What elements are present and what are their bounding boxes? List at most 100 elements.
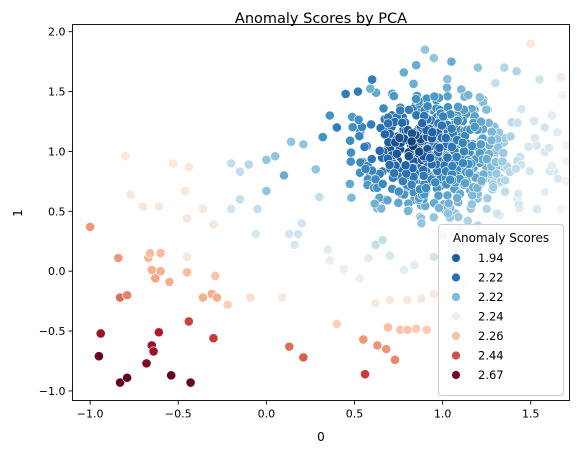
- scatter-point: [346, 147, 356, 158]
- data-points: [85, 38, 571, 388]
- scatter-point: [298, 139, 309, 150]
- scatter-point: [113, 253, 124, 263]
- scatter-point: [430, 177, 441, 188]
- legend-label: 1.94: [478, 251, 504, 265]
- scatter-point: [460, 178, 470, 189]
- y-tick-label: 1.0: [48, 145, 66, 158]
- scatter-point: [442, 190, 453, 201]
- scatter-point: [434, 203, 444, 213]
- scatter-point: [500, 186, 511, 197]
- scatter-point: [442, 152, 453, 163]
- scatter-point: [155, 266, 166, 277]
- scatter-point: [440, 133, 451, 143]
- scatter-point: [377, 235, 388, 245]
- scatter-point: [452, 193, 463, 203]
- scatter-point: [561, 140, 571, 151]
- scatter-point: [555, 204, 566, 214]
- scatter-point: [555, 72, 566, 83]
- scatter-point: [372, 340, 383, 351]
- scatter-point: [208, 219, 219, 230]
- scatter-point: [406, 136, 417, 147]
- scatter-point: [499, 62, 510, 73]
- scatter-point: [393, 197, 404, 208]
- scatter-point: [284, 341, 295, 352]
- y-tick-label: 0.0: [48, 265, 66, 278]
- scatter-point: [539, 187, 550, 198]
- x-tick-label: −1.0: [77, 408, 104, 421]
- scatter-point: [359, 142, 370, 152]
- scatter-point: [182, 251, 192, 262]
- scatter-point: [490, 78, 501, 89]
- scatter-point: [428, 53, 439, 63]
- scatter-point: [360, 164, 371, 174]
- scatter-point: [446, 56, 457, 67]
- scatter-point: [488, 182, 499, 192]
- scatter-point: [505, 131, 516, 142]
- scatter-point: [401, 168, 412, 179]
- scatter-point: [153, 201, 164, 212]
- scatter-point: [180, 186, 191, 196]
- scatter-point: [393, 186, 404, 197]
- scatter-point: [529, 116, 539, 126]
- scatter-point: [411, 323, 422, 334]
- scatter-point: [138, 201, 148, 212]
- scatter-point: [289, 239, 300, 250]
- scatter-point: [458, 158, 468, 168]
- scatter-point: [226, 158, 237, 169]
- scatter-point: [384, 159, 395, 170]
- chart-title: Anomaly Scores by PCA: [235, 11, 407, 27]
- scatter-point: [122, 372, 133, 383]
- scatter-point: [366, 154, 377, 164]
- scatter-point: [346, 192, 357, 203]
- scatter-point: [95, 328, 106, 339]
- scatter-point: [561, 156, 571, 166]
- scatter-point: [452, 115, 463, 126]
- scatter-point: [354, 131, 365, 142]
- scatter-point: [532, 204, 542, 215]
- scatter-point: [226, 204, 237, 214]
- scatter-point: [314, 192, 325, 202]
- scatter-point: [367, 74, 378, 85]
- scatter-point: [462, 215, 473, 226]
- scatter-point: [475, 139, 486, 150]
- scatter-point: [277, 292, 288, 303]
- scatter-point: [370, 298, 381, 309]
- legend-marker: [451, 253, 461, 263]
- scatter-point: [208, 333, 219, 344]
- scatter-point: [420, 44, 430, 55]
- scatter-point: [467, 141, 477, 151]
- scatter-point: [365, 83, 376, 94]
- scatter-point: [310, 164, 321, 175]
- scatter-point: [245, 292, 256, 303]
- legend-marker: [451, 370, 461, 380]
- scatter-point: [476, 116, 486, 127]
- scatter-point: [416, 293, 427, 304]
- scatter-point: [340, 89, 351, 99]
- scatter-point: [398, 67, 409, 78]
- scatter-point: [400, 160, 411, 171]
- scatter-point: [498, 148, 509, 158]
- dense-cluster-points: [345, 74, 563, 226]
- scatter-point: [293, 229, 303, 239]
- legend-label: 2.26: [478, 329, 504, 343]
- legend: Anomaly Scores 1.94 2.22 2.22 2.24 2.26 2.44 2…: [438, 224, 564, 396]
- scatter-point: [417, 118, 428, 129]
- scatter-point: [324, 255, 335, 266]
- y-tick-label: 2.0: [48, 26, 66, 39]
- scatter-point: [510, 163, 521, 174]
- scatter-point: [146, 265, 157, 275]
- x-tick-label: 0.0: [258, 408, 276, 421]
- scatter-point: [383, 118, 394, 129]
- x-axis: −1.0 −0.5 0.0 0.5 1.0 1.5: [77, 400, 539, 421]
- scatter-point: [525, 38, 536, 49]
- scatter-point: [153, 327, 164, 338]
- scatter-point: [416, 218, 427, 229]
- scatter-point: [284, 229, 295, 239]
- scatter-point: [466, 199, 477, 210]
- scatter-point: [141, 358, 152, 369]
- scatter-point: [422, 101, 433, 112]
- scatter-point: [235, 194, 245, 205]
- scatter-point: [324, 110, 335, 121]
- scatter-point: [511, 66, 522, 77]
- scatter-point: [546, 160, 557, 171]
